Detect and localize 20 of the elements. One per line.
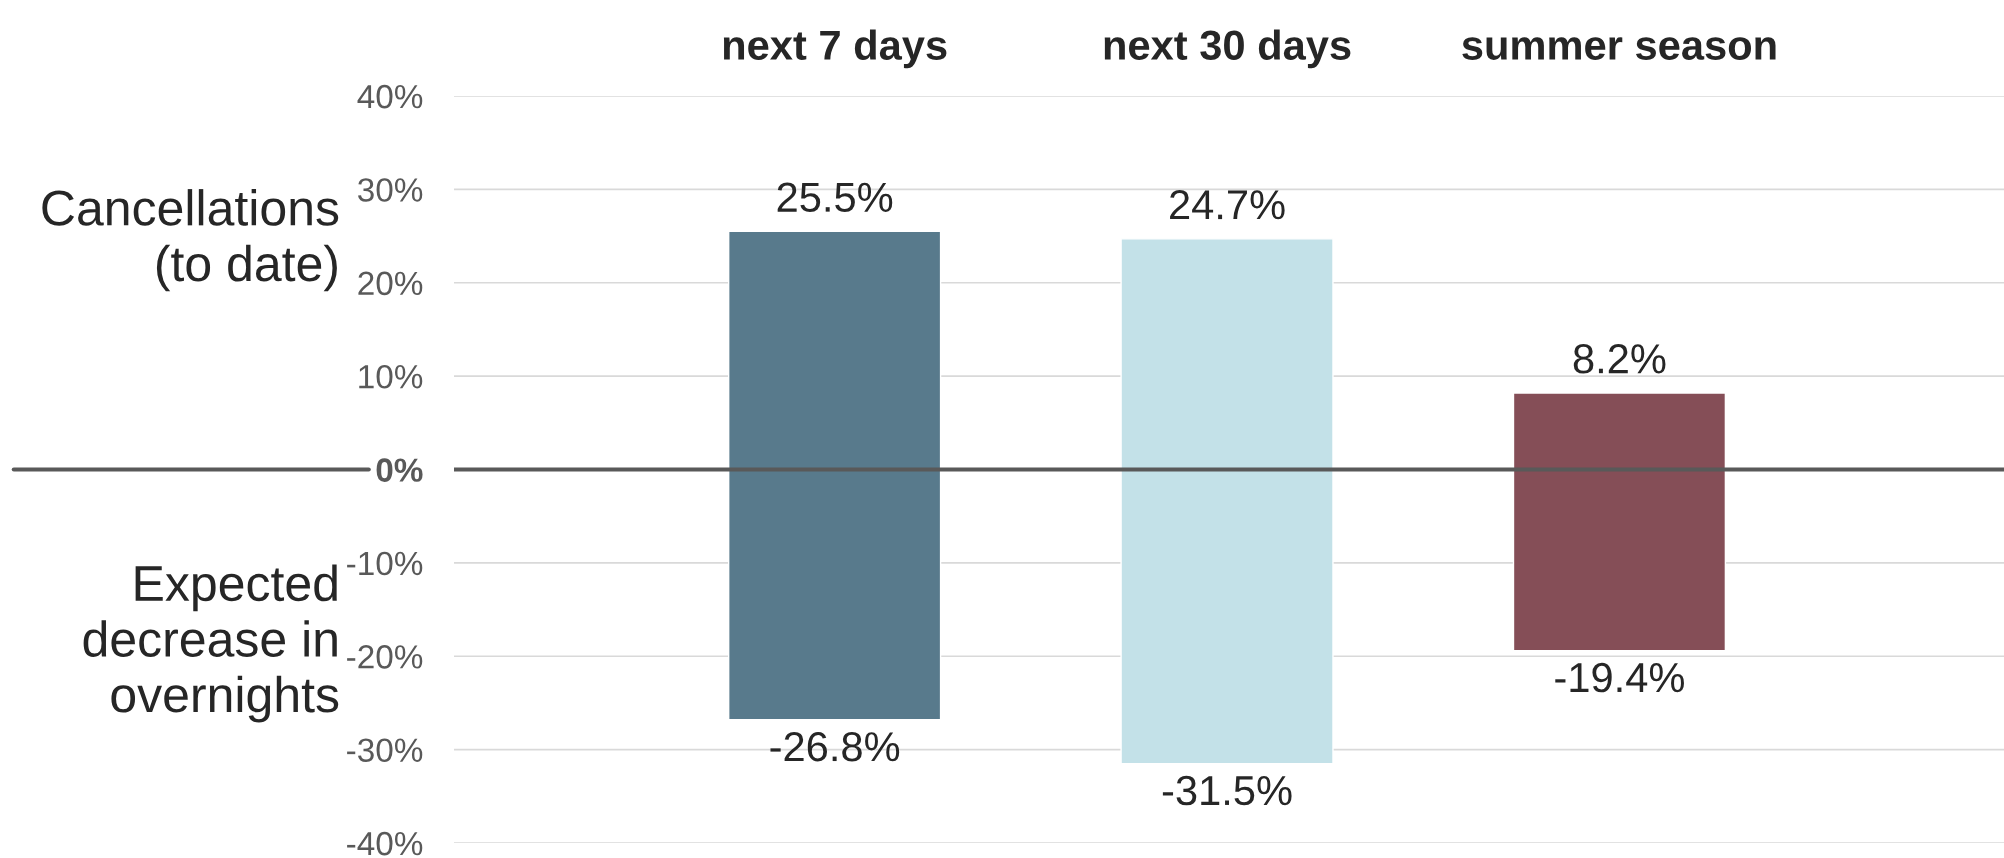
data-label: 24.7% (1170, 190, 1285, 220)
y-tick-label: -20% (347, 645, 423, 669)
y-tick-label: 40% (357, 84, 423, 109)
y-tick-label: -40% (347, 831, 423, 856)
data-label: -19.4% (1555, 662, 1684, 693)
x-tick-label: next 30 days (1104, 29, 1351, 69)
x-tick-label: next 7 days (723, 29, 947, 69)
x-tick-label: summer season (1462, 37, 1776, 60)
y-tick-label: 20% (358, 271, 423, 296)
y-tick-label: 0% (376, 458, 423, 482)
y-tick-label: -30% (347, 738, 423, 763)
text: Cancellations (to date) (42, 189, 339, 292)
data-label: -26.8% (770, 731, 900, 762)
y-tick-label: 10% (359, 364, 423, 389)
data-label: -31.5% (1162, 775, 1292, 806)
y-tick-label: 30% (358, 178, 423, 202)
y-tick-label: -10% (347, 551, 423, 576)
data-label: 8.2% (1573, 344, 1666, 374)
text: Expected decrease in overnights (83, 564, 339, 723)
data-label: 25.5% (777, 182, 893, 213)
